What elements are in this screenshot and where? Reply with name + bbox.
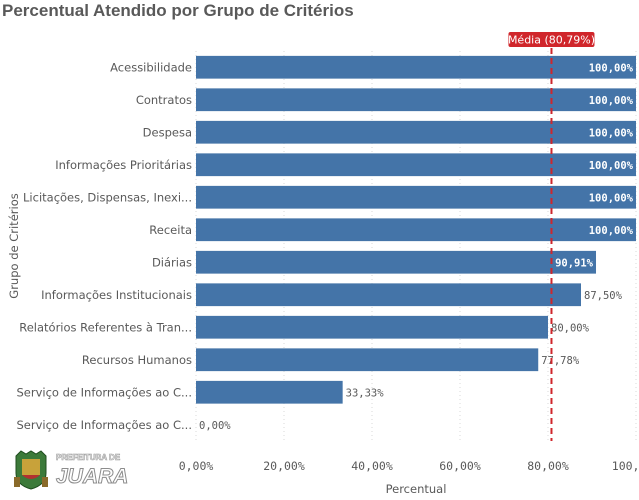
category-label: Acessibilidade xyxy=(110,60,192,74)
category-label: Serviço de Informações ao C... xyxy=(16,418,192,432)
x-tick-label: 20,00% xyxy=(263,459,305,473)
value-label: 100,00% xyxy=(589,192,634,204)
bar xyxy=(196,380,343,404)
category-label: Informações Prioritárias xyxy=(55,158,192,172)
x-tick-label: 60,00% xyxy=(439,459,481,473)
bar xyxy=(196,283,581,307)
logo-big-text: JUARA xyxy=(56,465,128,488)
category-label: Serviço de Informações ao C... xyxy=(16,385,192,399)
value-label: 100,00% xyxy=(589,225,634,237)
category-label: Contratos xyxy=(136,93,192,107)
x-tick-label: 80,00% xyxy=(527,459,569,473)
bar xyxy=(196,348,539,372)
chart-title: Percentual Atendido por Grupo de Critéri… xyxy=(2,1,354,20)
average-label-background xyxy=(508,32,595,47)
bars xyxy=(196,55,636,404)
category-label: Recursos Humanos xyxy=(82,353,192,367)
bar xyxy=(196,218,636,242)
category-label: Diárias xyxy=(152,255,192,269)
category-label: Informações Institucionais xyxy=(41,288,192,302)
bar xyxy=(196,55,636,79)
reference-line: Média (80,79%) xyxy=(508,32,595,441)
value-label: 100,00% xyxy=(589,95,634,107)
x-tick-label: 0,00% xyxy=(179,459,214,473)
logo-small-text: PREFEITURA DE xyxy=(56,453,121,462)
bar xyxy=(196,185,636,209)
value-label: 100,00% xyxy=(589,62,634,74)
value-label: 100,00% xyxy=(589,160,634,172)
x-tick-label: 100,00% xyxy=(612,459,639,473)
coat-of-arms-icon xyxy=(14,450,48,490)
bar xyxy=(196,315,548,339)
average-label: Média (80,79%) xyxy=(508,34,595,47)
value-label: 33,33% xyxy=(346,387,385,399)
value-label: 0,00% xyxy=(199,420,231,432)
category-label: Licitações, Dispensas, Inexi... xyxy=(23,190,192,204)
value-label: 87,50% xyxy=(584,290,623,302)
bar xyxy=(196,120,636,144)
y-axis-title: Grupo de Critérios xyxy=(7,193,21,298)
bar xyxy=(196,88,636,112)
x-tick-labels: 0,00% 20,00% 40,00% 60,00% 80,00% 100,00% xyxy=(179,459,639,473)
category-label: Despesa xyxy=(143,125,192,139)
grid-lines xyxy=(195,51,637,441)
prefeitura-logo: PREFEITURA DE JUARA xyxy=(14,450,129,490)
value-label: 100,00% xyxy=(589,127,634,139)
value-label: 90,91% xyxy=(555,257,594,269)
value-labels: 100,00% 100,00% 100,00% 100,00% 100,00% 100,0… xyxy=(199,62,634,432)
value-label: 80,00% xyxy=(551,322,590,334)
value-label: 77,78% xyxy=(541,355,580,367)
x-tick-label: 40,00% xyxy=(351,459,393,473)
bar xyxy=(196,153,636,177)
x-axis-title: Percentual xyxy=(386,482,447,496)
category-labels: Acessibilidade Contratos Despesa Informaçõe… xyxy=(16,60,192,432)
category-label: Receita xyxy=(149,223,192,237)
bar xyxy=(196,250,597,274)
category-label: Relatórios Referentes à Tran... xyxy=(19,320,192,334)
